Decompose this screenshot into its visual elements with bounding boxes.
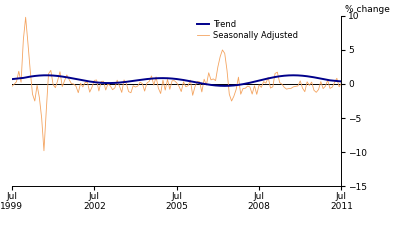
Y-axis label: % change: % change [345, 5, 389, 14]
Legend: Trend, Seasonally Adjusted: Trend, Seasonally Adjusted [197, 20, 298, 40]
